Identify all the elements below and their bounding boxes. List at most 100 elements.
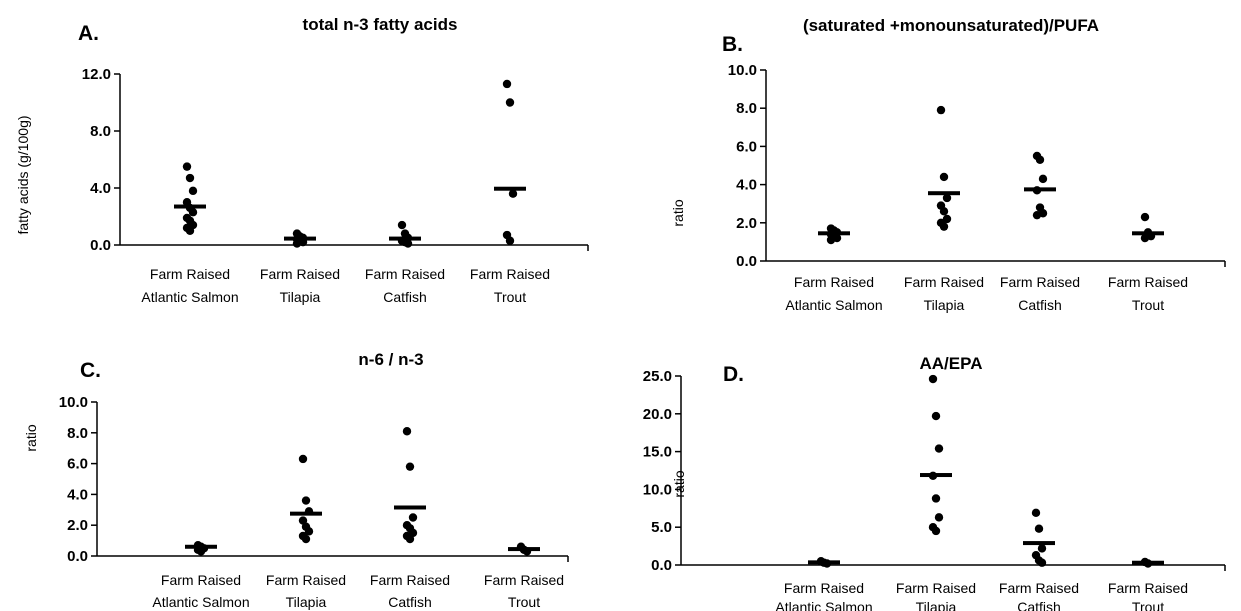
data-point	[505, 236, 515, 245]
category-label: Tilapia	[924, 297, 965, 313]
data-point	[508, 189, 518, 198]
mean-bar	[1132, 231, 1164, 236]
panel-title: AA/EPA	[920, 354, 983, 373]
data-point	[182, 162, 192, 171]
data-point	[1035, 155, 1045, 164]
data-point	[934, 513, 944, 522]
category-label: Catfish	[388, 594, 432, 610]
data-point	[505, 98, 515, 107]
y-tick-label: 25.0	[643, 368, 672, 385]
category-label: Atlantic Salmon	[152, 594, 249, 610]
y-tick-label: 4.0	[90, 180, 111, 197]
category-label: Farm Raised	[365, 266, 445, 282]
data-point	[402, 427, 412, 436]
data-point	[934, 444, 944, 453]
y-tick-label: 8.0	[736, 100, 757, 117]
y-tick-label: 10.0	[643, 481, 672, 498]
data-point	[405, 462, 415, 471]
y-tick-label: 15.0	[643, 444, 672, 461]
data-point	[301, 496, 311, 505]
category-label: Tilapia	[916, 599, 957, 611]
category-label: Farm Raised	[150, 266, 230, 282]
y-tick-label: 12.0	[82, 66, 111, 83]
data-point	[408, 513, 418, 522]
mean-bar	[284, 236, 316, 241]
category-label: Atlantic Salmon	[775, 599, 872, 611]
category-label: Farm Raised	[896, 580, 976, 596]
data-point	[185, 226, 195, 235]
data-point	[397, 220, 407, 230]
data-point	[403, 239, 413, 248]
panel-letter: A.	[78, 22, 99, 45]
category-label: Atlantic Salmon	[141, 289, 238, 305]
y-tick-label: 4.0	[736, 177, 757, 194]
category-label: Farm Raised	[904, 274, 984, 290]
data-point	[1034, 524, 1044, 533]
data-point	[1031, 508, 1041, 518]
category-label: Tilapia	[280, 289, 321, 305]
data-point	[1140, 233, 1150, 243]
y-tick-label: 8.0	[90, 123, 111, 140]
data-point	[826, 235, 836, 245]
category-label: Farm Raised	[161, 572, 241, 588]
data-point	[188, 186, 198, 196]
y-tick-label: 10.0	[59, 394, 88, 411]
mean-bar	[1023, 541, 1055, 546]
data-point	[936, 105, 946, 115]
category-label: Farm Raised	[784, 580, 864, 596]
panel-letter: D.	[723, 363, 744, 386]
category-label: Catfish	[1018, 297, 1062, 313]
category-label: Farm Raised	[370, 572, 450, 588]
data-point	[939, 207, 949, 216]
category-label: Tilapia	[286, 594, 327, 610]
category-label: Farm Raised	[999, 580, 1079, 596]
y-tick-label: 2.0	[67, 517, 88, 534]
category-label: Catfish	[1017, 599, 1061, 611]
data-point	[188, 208, 198, 217]
data-point	[1032, 210, 1042, 220]
mean-bar	[290, 511, 322, 516]
data-point	[1140, 212, 1150, 222]
mean-bar	[185, 544, 217, 549]
mean-bar	[1024, 187, 1056, 192]
y-tick-label: 0.0	[90, 237, 111, 254]
mean-bar	[174, 204, 206, 209]
data-point	[1037, 558, 1047, 567]
y-tick-label: 6.0	[736, 138, 757, 155]
category-label: Farm Raised	[1108, 580, 1188, 596]
category-label: Farm Raised	[260, 266, 340, 282]
y-axis-label: fatty acids (g/100g)	[15, 115, 31, 234]
data-point	[939, 172, 949, 182]
category-label: Farm Raised	[1000, 274, 1080, 290]
y-tick-label: 0.0	[651, 557, 672, 574]
data-point	[931, 411, 941, 421]
data-point	[304, 527, 314, 536]
data-point	[931, 526, 941, 536]
category-label: Farm Raised	[794, 274, 874, 290]
data-point	[928, 374, 938, 384]
mean-bar	[494, 186, 526, 191]
mean-bar	[920, 473, 952, 478]
mean-bar	[389, 236, 421, 241]
category-label: Trout	[494, 289, 526, 305]
y-tick-label: 0.0	[736, 253, 757, 270]
category-label: Farm Raised	[484, 572, 564, 588]
y-axis-label: ratio	[670, 199, 686, 226]
y-tick-label: 0.0	[67, 548, 88, 565]
panel-letter: B.	[722, 33, 743, 56]
data-point	[931, 494, 941, 503]
data-point	[939, 222, 949, 231]
data-point	[292, 239, 302, 248]
mean-bar	[394, 505, 426, 510]
mean-bar	[818, 231, 850, 236]
category-label: Atlantic Salmon	[785, 297, 882, 313]
category-label: Trout	[508, 594, 540, 610]
data-point	[502, 79, 512, 89]
data-point	[942, 193, 952, 203]
panel-letter: C.	[80, 359, 101, 382]
data-point	[942, 214, 952, 224]
data-point	[185, 173, 195, 183]
category-label: Farm Raised	[266, 572, 346, 588]
data-point	[298, 454, 308, 464]
